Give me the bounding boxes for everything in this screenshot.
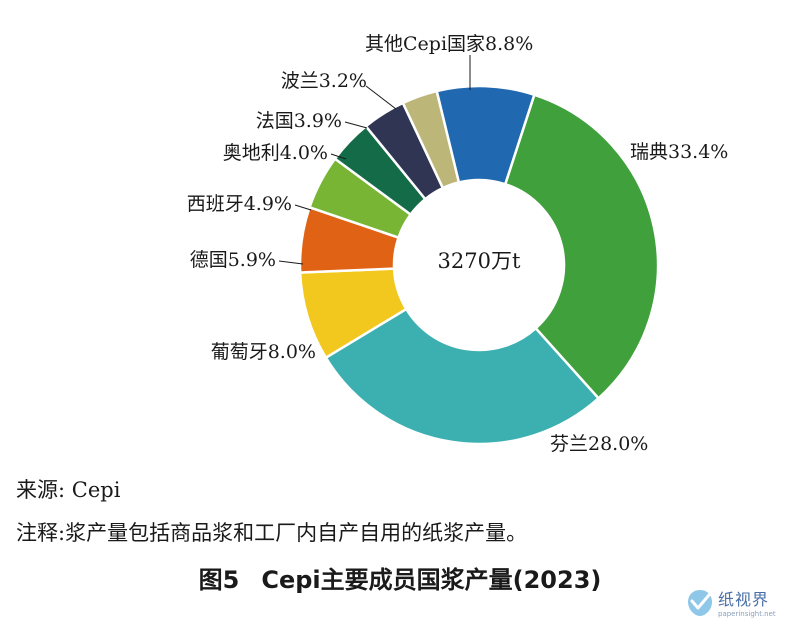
leader-lines-layer bbox=[278, 55, 471, 265]
slice-5-leader-line bbox=[294, 204, 312, 211]
slices-layer bbox=[298, 84, 660, 446]
source-note: 来源: Cepi bbox=[16, 478, 121, 502]
slice-3-label: 葡萄牙8.0% bbox=[211, 341, 316, 363]
slice-labels-layer: 瑞典33.4% 芬兰28.0% 葡萄牙8.0% 德国5.9% 西班牙4.9% 奥地利4.0… bbox=[187, 33, 729, 455]
footnote: 注释:浆产量包括商品浆和工厂内自产自用的纸浆产量。 bbox=[16, 521, 528, 545]
slice-6-label: 奥地利4.0% bbox=[223, 142, 328, 164]
slice-1-label: 瑞典33.4% bbox=[630, 141, 728, 163]
watermark: 纸视界 paperinsight.net bbox=[686, 586, 792, 626]
slice-9-arc bbox=[435, 84, 536, 186]
slice-8-leader-line bbox=[365, 85, 397, 110]
donut-center-total: 3270万t bbox=[438, 249, 521, 273]
figure-title: Cepi主要成员国浆产量(2023) bbox=[261, 566, 602, 594]
slice-7-label: 法国3.9% bbox=[256, 110, 342, 132]
slice-4-label: 德国5.9% bbox=[190, 249, 276, 271]
slice-7-leader-line bbox=[344, 121, 368, 129]
watermark-url: paperinsight.net bbox=[718, 610, 776, 618]
figure-number: 图5 bbox=[198, 566, 240, 594]
slice-1-arc bbox=[503, 93, 660, 401]
slice-4-leader-line bbox=[278, 260, 304, 265]
watermark-name: 纸视界 bbox=[718, 590, 770, 609]
paperinsight-logo-icon bbox=[688, 590, 712, 616]
figure-caption: 图5 Cepi主要成员国浆产量(2023) bbox=[0, 560, 800, 595]
slice-2-label: 芬兰28.0% bbox=[550, 433, 648, 455]
slice-8-label: 波兰3.2% bbox=[281, 70, 367, 92]
slice-5-label: 西班牙4.9% bbox=[187, 193, 292, 215]
slice-6-leader-line bbox=[330, 153, 347, 160]
slice-2-arc bbox=[324, 307, 601, 446]
slice-9-label: 其他Cepi国家8.8% bbox=[365, 33, 533, 55]
donut-chart: 瑞典33.4% 芬兰28.0% 葡萄牙8.0% 德国5.9% 西班牙4.9% 奥地利4.0… bbox=[187, 33, 729, 455]
